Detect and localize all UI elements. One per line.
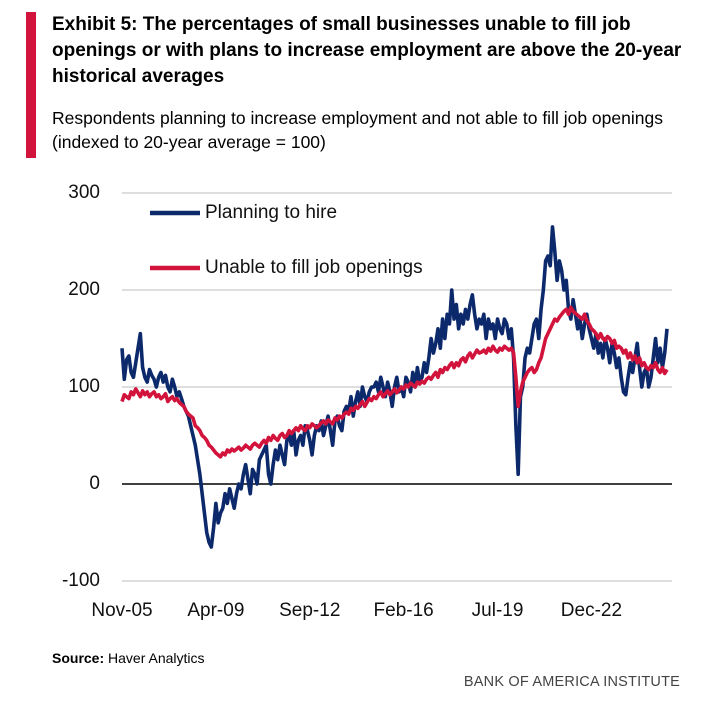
- x-tick-label: Apr-09: [187, 600, 244, 621]
- source: Source: Haver Analytics: [52, 650, 205, 666]
- x-tick-label: Dec-22: [561, 600, 622, 621]
- brand: BANK OF AMERICA INSTITUTE: [463, 674, 680, 690]
- x-tick-label: Jul-19: [472, 600, 524, 621]
- chart-title: Exhibit 5: The percentages of small busi…: [52, 14, 682, 87]
- x-tick-label: Feb-16: [374, 600, 434, 621]
- source-label: Source:: [52, 650, 105, 666]
- y-tick-label: 200: [68, 279, 100, 300]
- legend-label: Unable to fill job openings: [205, 257, 423, 278]
- x-tick-label: Sep-12: [279, 600, 340, 621]
- accent-bar: [26, 12, 36, 158]
- series-line: [120, 225, 669, 549]
- x-tick-label: Nov-05: [91, 600, 152, 621]
- chart-subtitle: Respondents planning to increase employm…: [52, 108, 663, 152]
- y-tick-label: 300: [68, 182, 100, 203]
- legend-label: Planning to hire: [205, 202, 337, 223]
- source-text: Haver Analytics: [108, 650, 205, 666]
- y-tick-label: 100: [68, 376, 100, 397]
- series-line: [120, 305, 669, 459]
- y-tick-label: -100: [62, 570, 100, 591]
- y-tick-label: 0: [89, 473, 100, 494]
